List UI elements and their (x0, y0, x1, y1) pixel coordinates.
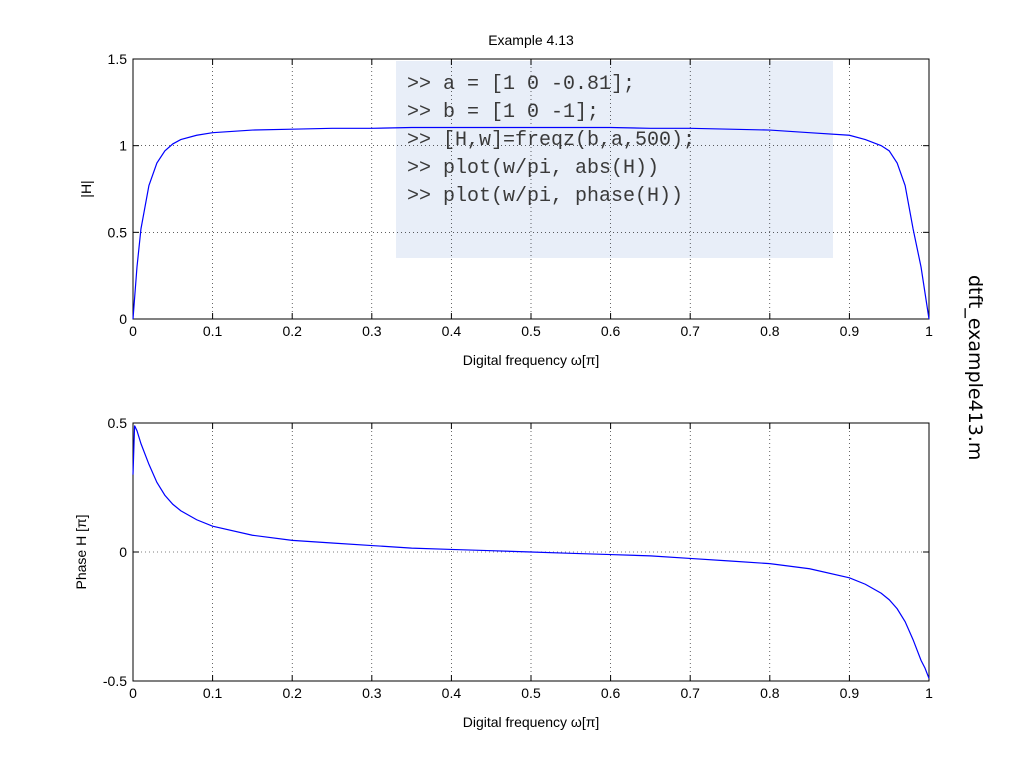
x-tick-label: 0.9 (840, 323, 860, 339)
y-tick-label: 0.5 (108, 415, 128, 431)
x-tick-label: 0.1 (203, 685, 223, 701)
code-box (396, 61, 833, 258)
x-tick-label: 0.2 (282, 323, 302, 339)
x-tick-label: 0.6 (601, 685, 621, 701)
y-tick-label: 1 (119, 138, 127, 154)
top-y-ticks: 0 0.5 1 1.5 (108, 51, 929, 327)
code-line: >> plot(w/pi, abs(H)) (407, 157, 659, 180)
y-tick-label: 0.5 (108, 224, 128, 240)
x-tick-label: 0.6 (601, 323, 621, 339)
code-lines: >> a = [1 0 -0.81]; >> b = [1 0 -1]; >> [H… (407, 73, 695, 208)
script-filename-label: dtft_example413.m (964, 275, 986, 461)
top-grid (133, 59, 929, 319)
top-axes: 0 0.1 0.2 0.3 0.4 0.5 0.6 0.7 0.8 0.9 1 0 0.5 1 1.5 E… (78, 32, 933, 368)
x-tick-label: 0.5 (521, 685, 541, 701)
bottom-y-ticks: -0.5 0 0.5 (103, 415, 929, 689)
magnitude-series-line (132, 126, 930, 320)
code-line: >> [H,w]=freqz(b,a,500); (407, 129, 695, 152)
top-y-axis-label: |H| (78, 180, 94, 197)
x-tick-label: 0 (129, 685, 137, 701)
top-title: Example 4.13 (488, 32, 574, 48)
phase-series-line (132, 425, 930, 679)
x-tick-label: 0.8 (760, 685, 780, 701)
top-x-ticks: 0 0.1 0.2 0.3 0.4 0.5 0.6 0.7 0.8 0.9 1 (129, 59, 933, 339)
bottom-x-axis-label: Digital frequency ω[π] (463, 714, 600, 730)
x-tick-label: 0.2 (282, 685, 302, 701)
top-x-axis-label: Digital frequency ω[π] (463, 352, 600, 368)
x-tick-label: 0.3 (362, 323, 382, 339)
bottom-axes: 0 0.1 0.2 0.3 0.4 0.5 0.6 0.7 0.8 0.9 1 -0.500.5 D… (73, 415, 933, 730)
x-tick-label: 0.4 (442, 685, 462, 701)
code-line: >> b = [1 0 -1]; (407, 101, 599, 124)
code-line: >> plot(w/pi, phase(H)) (407, 185, 683, 208)
x-tick-label: 1 (925, 323, 933, 339)
y-tick-label: 1.5 (108, 51, 128, 67)
x-tick-label: 0 (129, 323, 137, 339)
x-tick-label: 0.4 (442, 323, 462, 339)
code-line: >> a = [1 0 -0.81]; (407, 73, 635, 96)
x-tick-label: 0.9 (840, 685, 860, 701)
x-tick-label: 0.7 (680, 323, 700, 339)
bottom-y-axis-label: Phase H [π] (73, 514, 89, 589)
x-tick-label: 0.8 (760, 323, 780, 339)
bottom-x-ticks: 0 0.1 0.2 0.3 0.4 0.5 0.6 0.7 0.8 0.9 1 (129, 423, 933, 701)
x-tick-label: 0.3 (362, 685, 382, 701)
y-tick-label: 0 (119, 544, 127, 560)
x-tick-label: 0.7 (680, 685, 700, 701)
x-tick-label: 0.5 (521, 323, 541, 339)
y-tick-label: 0 (119, 311, 127, 327)
x-tick-label: 1 (925, 685, 933, 701)
x-tick-label: 0.1 (203, 323, 223, 339)
y-tick-label: -0.5 (103, 673, 127, 689)
